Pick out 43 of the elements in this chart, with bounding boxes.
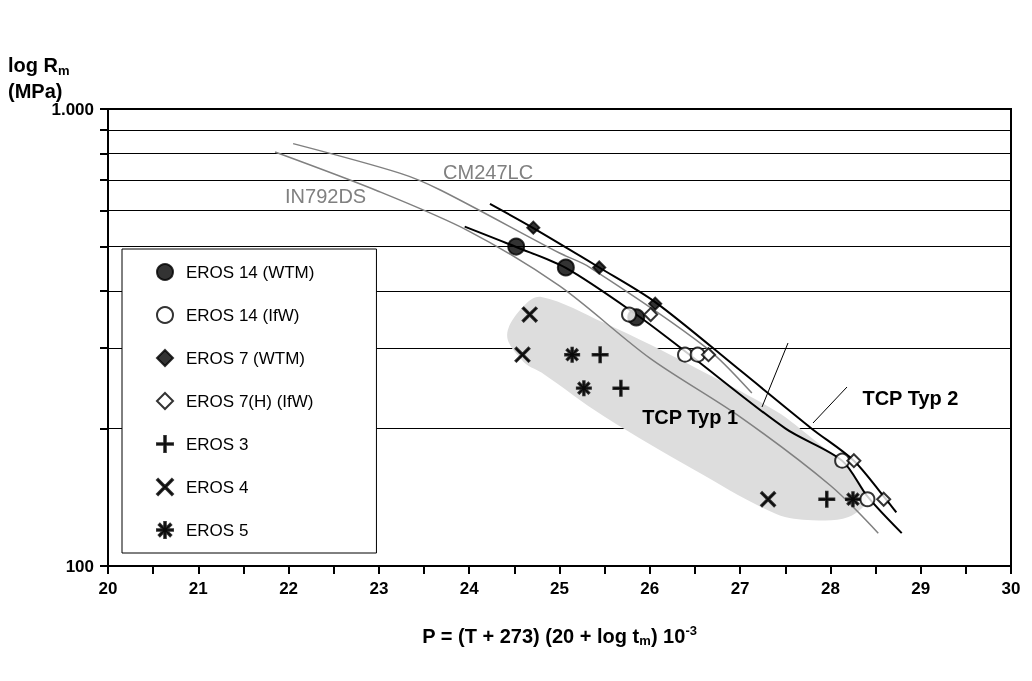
series-label: IN792DS [285,185,367,208]
legend-label: EROS 14 (IfW) [186,305,300,325]
point [677,346,694,363]
point [575,380,592,397]
point [556,258,575,277]
annotation: TCP Typ 1 [642,405,739,428]
point [521,306,538,323]
point [818,490,836,508]
point [612,379,630,397]
legend-label: EROS 7(H) (IfW) [186,391,314,411]
x-tick-label: 25 [550,579,569,598]
point [846,453,862,469]
point [834,452,851,469]
legend-label: EROS 5 [186,520,249,540]
y-tick-label: 100 [65,556,94,576]
x-tick-label: 28 [820,579,840,598]
point [643,307,659,323]
annotation: TCP Typ 2 [862,387,959,410]
x-tick-label: 30 [1001,579,1021,598]
legend-label: EROS 14 (WTM) [186,262,315,282]
point [621,306,638,323]
point [514,346,531,363]
legend-label: EROS 7 (WTM) [186,348,305,368]
point [700,347,716,363]
point [760,491,777,508]
point [591,346,609,364]
point [859,491,876,508]
x-tick-label: 29 [911,579,931,598]
point [507,237,526,256]
x-tick-label: 27 [730,579,750,598]
point [592,260,607,275]
x-tick-label: 20 [98,579,118,598]
point [526,220,541,235]
x-tick-label: 23 [369,579,389,598]
x-tick-label: 24 [459,579,480,598]
legend-label: EROS 4 [186,477,249,497]
x-tick-label: 26 [640,579,660,598]
point [648,296,663,311]
legend-label: EROS 3 [186,434,249,454]
x-tick-label: 22 [279,579,299,598]
series-label: CM247LC [443,160,534,183]
point [876,491,892,507]
x-tick-label: 21 [188,579,208,598]
